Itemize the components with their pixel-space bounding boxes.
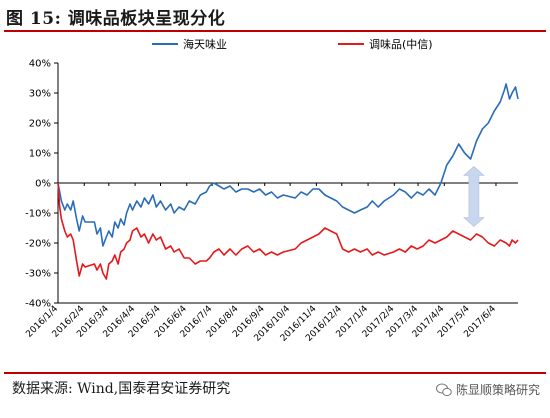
title-rule [4,30,546,32]
watermark-text: 陈显顺策略研究 [455,383,540,397]
y-tick-label: 30% [29,89,51,100]
y-tick-label: 40% [29,59,51,70]
footer-rule [4,372,546,374]
chart-series [57,83,519,280]
y-tick-label: 20% [29,119,51,130]
y-tick-label: -10% [25,209,51,220]
chart-axes: -40%-30%-20%-10%0%10%20%30%40%2016/1/420… [24,59,518,344]
y-tick-label: -30% [25,269,51,280]
double-arrow-annotation [463,166,485,227]
legend-label-2: 调味品(中信) [369,38,433,51]
figure-title: 图 15: 调味品板块呈现分化 [6,9,226,29]
y-tick-label: 0% [35,179,51,190]
wechat-icon [435,383,452,396]
y-tick-label: -40% [25,299,51,310]
watermark: 陈显顺策略研究 [435,381,540,398]
source-note: 数据来源: Wind,国泰君安证券研究 [12,381,231,397]
series-line-1 [57,83,519,247]
legend-label-1: 海天味业 [183,37,227,51]
chart-annotation [463,166,485,227]
y-tick-label: -20% [25,239,51,250]
chart-legend: 海天味业 调味品(中信) [152,37,433,51]
series-line-2 [57,182,519,280]
line-chart: -40%-30%-20%-10%0%10%20%30%40%2016/1/420… [24,37,519,344]
y-tick-label: 10% [29,149,51,160]
